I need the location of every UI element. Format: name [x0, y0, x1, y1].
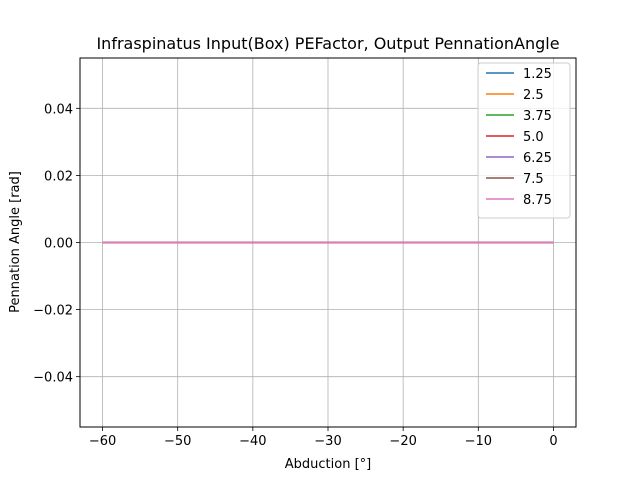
legend-label: 3.75 — [523, 109, 552, 124]
y-tick-label: 0.02 — [44, 169, 73, 184]
x-tick-label: −20 — [389, 434, 416, 449]
legend-label: 2.5 — [523, 88, 544, 103]
axis-ticks: −60 −50 −40 −30 −20 −10 0 −0.04 −0.02 0.00 0.02 0.0… — [33, 102, 557, 449]
legend-label: 6.25 — [523, 151, 552, 166]
y-tick-label: 0.04 — [44, 102, 73, 117]
chart-title: Infraspinatus Input(Box) PEFactor, Outpu… — [96, 34, 559, 53]
legend-label: 5.0 — [523, 130, 544, 145]
y-tick-label: 0.00 — [44, 237, 73, 252]
x-tick-label: 0 — [549, 434, 557, 449]
legend-label: 7.5 — [523, 172, 544, 187]
x-tick-label: −60 — [89, 434, 116, 449]
x-axis-label: Abduction [°] — [285, 457, 371, 472]
y-tick-label: −0.02 — [33, 304, 73, 319]
legend-label: 8.75 — [523, 193, 552, 208]
x-tick-label: −40 — [239, 434, 266, 449]
legend-box — [477, 62, 571, 219]
legend-label: 1.25 — [523, 67, 552, 82]
legend: 1.25 2.5 3.75 5.0 6.25 7.5 8.75 — [477, 62, 571, 219]
x-tick-label: −30 — [314, 434, 341, 449]
y-axis-label: Pennation Angle [rad] — [8, 171, 23, 313]
x-tick-label: −50 — [164, 434, 191, 449]
y-tick-label: −0.04 — [33, 371, 73, 386]
x-tick-label: −10 — [465, 434, 492, 449]
